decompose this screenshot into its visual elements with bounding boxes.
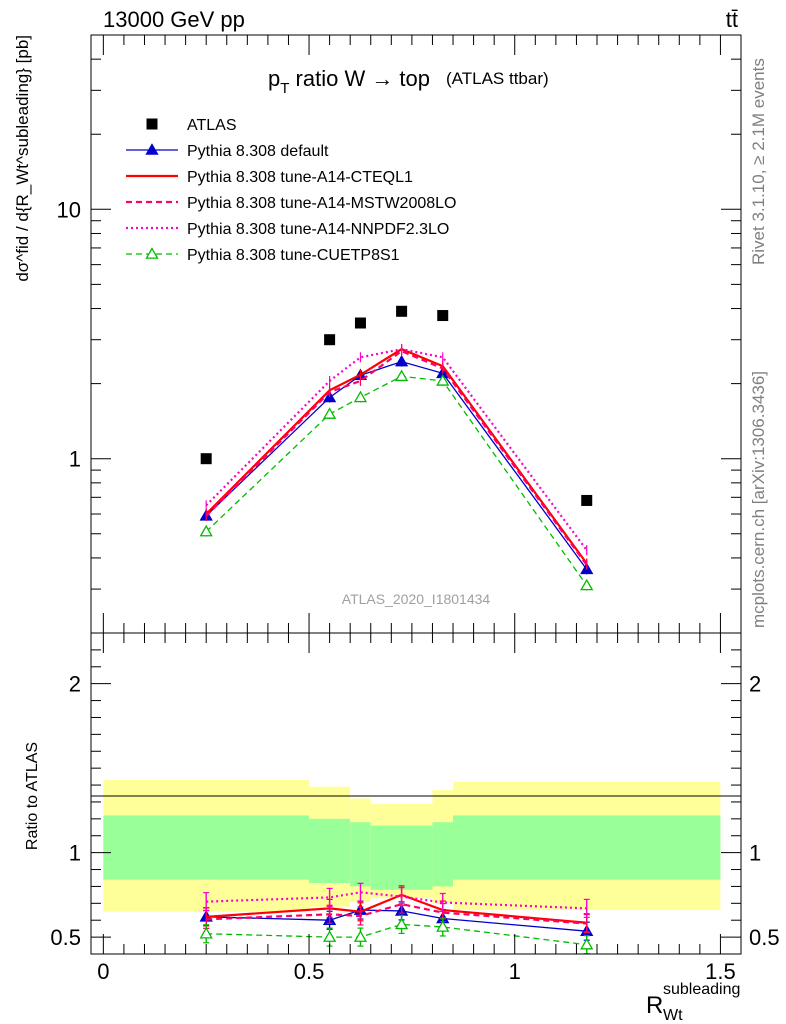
lower-series-marker-4 <box>436 920 450 932</box>
legend-entry: Pythia 8.308 tune-A14-MSTW2008LO <box>126 195 456 212</box>
lower-y-tick-label-right: 0.5 <box>749 925 780 950</box>
upper-series-marker-4 <box>322 407 337 419</box>
legend-entry: Pythia 8.308 default <box>126 143 329 160</box>
legend-label: Pythia 8.308 tune-CUETP8S1 <box>187 247 400 264</box>
upper-y-axis-label: dσ^fid / d{R_Wt^subleading} [pb] <box>13 35 32 282</box>
x-tick-label: 1 <box>509 959 521 984</box>
atlas-data-point <box>200 453 212 465</box>
legend-entry: Pythia 8.308 tune-A14-NNPDF2.3LO <box>126 221 449 238</box>
legend-marker <box>145 143 159 155</box>
lower-series-group <box>199 882 594 955</box>
legend-label: Pythia 8.308 tune-A14-NNPDF2.3LO <box>187 221 449 238</box>
x-tick-label: 0 <box>97 959 109 984</box>
rivet-version-label: Rivet 3.1.10, ≥ 2.1M events <box>749 58 768 265</box>
x-tick-label: 1.5 <box>705 959 736 984</box>
inner-band-segment <box>309 818 351 884</box>
upper-series-marker-4 <box>353 390 368 403</box>
lower-series-line-2 <box>206 903 587 925</box>
lower-series-line-1 <box>206 893 587 924</box>
upper-series-marker-4 <box>199 524 213 537</box>
atlas-data-point <box>396 305 408 317</box>
upper-series-line-1 <box>205 347 588 565</box>
lower-y-axis-label: Ratio to ATLAS <box>24 742 41 850</box>
upper-series-group <box>199 344 594 591</box>
lower-y-tick-label-right: 2 <box>749 672 761 697</box>
upper-axis-ticks: 1 10 <box>57 34 741 634</box>
atlas-data-point <box>581 494 593 506</box>
upper-series-marker-0 <box>394 354 409 367</box>
lower-y-tick-label: 0.5 <box>50 925 81 950</box>
atlas-data-point <box>324 334 336 346</box>
upper-series-line-0 <box>205 360 588 570</box>
x-axis-label: R <box>646 992 663 1019</box>
upper-panel: 1 10 pT ratio W → top (ATLAS ttbar) ATLAS… <box>13 34 742 634</box>
lower-series-marker-4 <box>394 917 409 930</box>
upper-series-marker-4 <box>436 374 450 386</box>
legend-entry: Pythia 8.308 tune-A14-CTEQL1 <box>126 169 413 186</box>
inner-band-segment <box>350 822 371 887</box>
uncertainty-bands <box>103 779 721 912</box>
x-axis-label-superscript: subleading <box>663 981 740 998</box>
mcplots-reference-label: mcplots.cern.ch [arXiv:1306.3436] <box>749 371 768 628</box>
atlas-data-points <box>200 305 593 506</box>
legend-label: Pythia 8.308 tune-A14-CTEQL1 <box>187 169 413 186</box>
legend-label: Pythia 8.308 tune-A14-MSTW2008LO <box>187 195 456 212</box>
plot-title-tag: (ATLAS ttbar) <box>446 69 549 88</box>
plot-title-rest: ratio W → top <box>289 66 430 91</box>
lower-y-tick-label: 2 <box>69 672 81 697</box>
inner-band-segment <box>453 815 721 880</box>
x-axis-ticks: 0 0.5 1 1.5 <box>97 35 736 984</box>
upper-series-marker-4 <box>394 369 409 382</box>
lower-series-marker-4 <box>199 926 213 939</box>
header-energy: 13000 GeV pp <box>103 7 245 32</box>
upper-series-line-3 <box>205 348 588 551</box>
lower-series-line-3 <box>206 891 587 910</box>
x-axis-label-subscript: Wt <box>663 1007 683 1024</box>
lower-panel-frame <box>90 632 742 955</box>
upper-y-tick-label: 1 <box>69 447 81 472</box>
legend-label: ATLAS <box>187 117 237 134</box>
legend-entry: ATLAS <box>146 117 237 134</box>
inner-band-segment <box>432 822 454 887</box>
legend: ATLAS Pythia 8.308 default Pythia 8.308 tu… <box>126 117 456 264</box>
upper-y-tick-label: 10 <box>57 197 81 222</box>
x-tick-label: 0.5 <box>294 959 325 984</box>
lower-y-tick-label: 1 <box>69 841 81 866</box>
lower-y-tick-label-right: 1 <box>749 841 761 866</box>
analysis-watermark: ATLAS_2020_I1801434 <box>342 591 491 607</box>
lower-series-marker-4 <box>322 930 337 942</box>
legend-entry: Pythia 8.308 tune-CUETP8S1 <box>126 247 400 264</box>
plot-title: pT ratio W → top <box>268 66 430 97</box>
inner-band-segment <box>103 815 310 880</box>
upper-series-line-2 <box>205 349 588 566</box>
legend-marker <box>145 247 159 259</box>
atlas-data-point <box>354 317 366 329</box>
lower-series-marker-4 <box>580 937 594 950</box>
lower-panel: 0.5 0.5 1 1 2 2 Ratio to ATLAS <box>24 632 780 955</box>
legend-marker <box>146 118 158 130</box>
upper-series-marker-4 <box>580 578 594 591</box>
header-process: tt̄ <box>726 7 738 32</box>
upper-series-line-4 <box>205 375 588 586</box>
lower-series-marker-4 <box>353 930 368 942</box>
lower-axis-ticks: 0.5 0.5 1 1 2 2 <box>50 632 780 955</box>
inner-band-segment <box>370 825 433 890</box>
x-axis-label-main: R <box>646 992 663 1019</box>
legend-label: Pythia 8.308 default <box>187 143 329 160</box>
plot-title-p: p <box>268 66 280 91</box>
atlas-data-point <box>437 310 449 322</box>
plot-title-sub: T <box>280 80 289 97</box>
